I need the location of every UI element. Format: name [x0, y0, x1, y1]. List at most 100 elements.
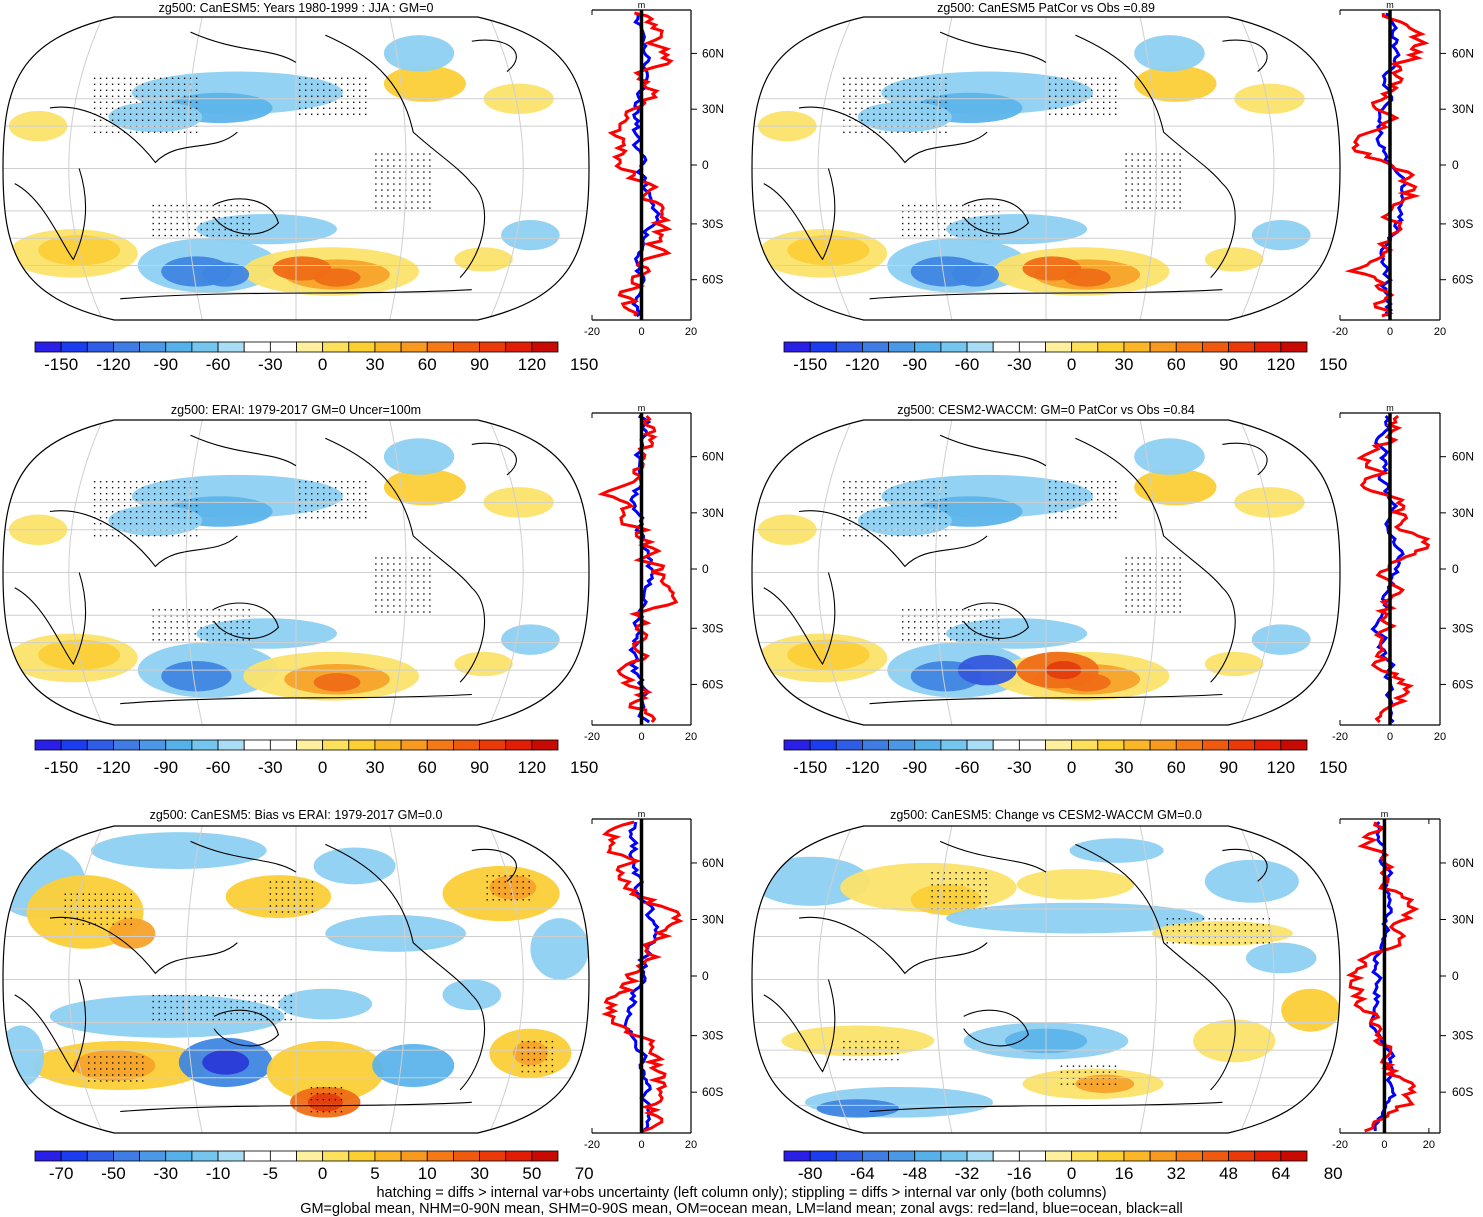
- colorbar-swatch: [217, 739, 245, 751]
- zonal-lat-label: 30N: [1452, 912, 1474, 926]
- stipple-dot: [117, 77, 120, 79]
- stipple-dot: [932, 228, 934, 231]
- stipple-dot: [885, 107, 887, 109]
- stipple-dot: [867, 493, 869, 495]
- stipple-dot: [914, 621, 916, 623]
- stipple-dot: [861, 83, 863, 85]
- stipple-dot: [353, 83, 355, 85]
- map-contour-field: [501, 624, 560, 655]
- stipple-dot: [159, 95, 162, 97]
- stipple-dot: [423, 177, 425, 179]
- stipple-dot: [551, 1070, 554, 1073]
- stipple-dot: [1085, 487, 1087, 489]
- colorbar-tick-label: -90: [153, 758, 178, 777]
- stipple-dot: [159, 107, 162, 109]
- map-field: [752, 826, 1340, 1133]
- stipple-dot: [1137, 177, 1139, 179]
- stipple-dot: [224, 204, 226, 207]
- stipple-dot: [920, 621, 922, 623]
- stipple-dot: [1096, 1065, 1099, 1067]
- stipple-dot: [135, 517, 138, 519]
- stipple-dot: [891, 113, 893, 115]
- stipple-dot: [206, 639, 208, 641]
- stipple-dot: [365, 95, 367, 97]
- stipple-dot: [118, 923, 120, 925]
- stipple-dot: [861, 481, 863, 483]
- stipple-dot: [527, 1052, 530, 1055]
- stipple-dot: [921, 511, 923, 513]
- stipple-dot: [927, 95, 929, 97]
- stipple-dot: [510, 899, 512, 901]
- stipple-dot: [305, 881, 308, 883]
- stipple-dot: [135, 535, 138, 537]
- stipple-dot: [230, 615, 232, 617]
- stipple-dot: [1167, 599, 1169, 601]
- stipple-dot: [170, 210, 172, 213]
- zonal-lat-label: 0: [1452, 158, 1459, 172]
- stipple-dot: [1131, 207, 1133, 209]
- colorbar-swatch: [862, 1150, 890, 1162]
- stipple-dot: [93, 95, 96, 97]
- colorbar-swatch: [34, 341, 62, 353]
- stipple-dot: [347, 487, 349, 489]
- colorbar-tick-label: -120: [845, 355, 879, 374]
- stipple-dot: [902, 615, 904, 617]
- stipple-dot: [1214, 942, 1216, 944]
- map-contour-field: [202, 262, 250, 287]
- stipple-dot: [242, 1018, 244, 1021]
- stipple-dot: [1125, 153, 1127, 155]
- stipple-dot: [118, 917, 120, 919]
- stipple-dot: [341, 95, 343, 97]
- colorbar-swatch: [531, 739, 559, 751]
- stipple-dot: [152, 633, 154, 635]
- stipple-dot: [1055, 107, 1057, 109]
- stipple-dot: [242, 234, 244, 237]
- stipple-dot: [1167, 201, 1169, 203]
- stipple-dot: [1143, 195, 1145, 197]
- colorbar-tick-label: 120: [518, 758, 546, 777]
- stipple-dot: [375, 177, 377, 179]
- stipple-dot: [375, 201, 377, 203]
- stipple-dot: [933, 107, 935, 109]
- stipple-dot: [272, 1018, 274, 1021]
- stipple-dot: [236, 222, 238, 225]
- stipple-dot: [375, 189, 377, 191]
- zonal-unit-label: m: [638, 809, 646, 819]
- stipple-dot: [1167, 605, 1169, 607]
- stipple-dot: [551, 1046, 554, 1049]
- stipple-dot: [1179, 159, 1181, 161]
- stipple-dot: [927, 517, 929, 519]
- stipple-dot: [299, 905, 302, 907]
- stipple-dot: [106, 1056, 108, 1058]
- stipple-dot: [908, 216, 910, 219]
- stipple-dot: [188, 1000, 190, 1003]
- stipple-dot: [867, 95, 869, 97]
- stipple-dot: [135, 113, 138, 115]
- stipple-dot: [1085, 77, 1087, 79]
- stipple-dot: [365, 517, 367, 519]
- stipple-dot: [920, 204, 922, 207]
- stipple-dot: [230, 1012, 232, 1015]
- stipple-dot: [927, 499, 929, 501]
- colorbar-swatch: [862, 739, 890, 751]
- zonal-land-curve: [607, 11, 674, 317]
- stipple-dot: [1256, 924, 1258, 926]
- stipple-dot: [423, 593, 425, 595]
- stipple-dot: [194, 621, 196, 623]
- stipple-dot: [897, 95, 899, 97]
- stipple-dot: [94, 923, 96, 925]
- stipple-dot: [944, 234, 946, 237]
- stipple-dot: [347, 517, 349, 519]
- stipple-dot: [142, 1056, 144, 1058]
- stipple-dot: [130, 911, 132, 913]
- map-contour-field: [1204, 247, 1264, 272]
- stipple-dot: [164, 204, 166, 207]
- stipple-dot: [967, 902, 969, 904]
- stipple-dot: [375, 557, 377, 559]
- stipple-dot: [182, 633, 184, 635]
- stipple-dot: [94, 1080, 96, 1082]
- zonal-unit-label: m: [1386, 403, 1394, 413]
- longitude-gridline: [1139, 17, 1158, 320]
- stipple-dot: [381, 593, 383, 595]
- stipple-dot: [176, 204, 178, 207]
